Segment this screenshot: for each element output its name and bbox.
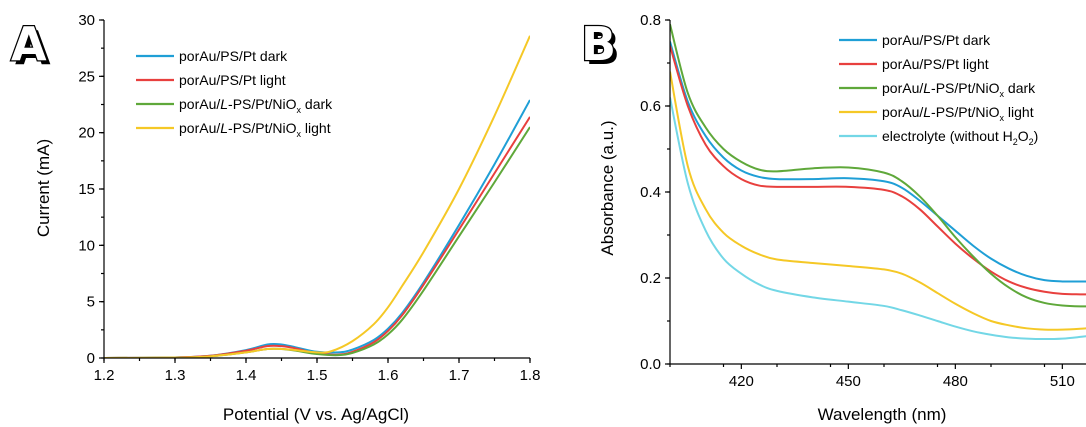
legend-label-part: electrolyte (without H [882,128,1013,144]
legend-label-3: porAu/L-PS/Pt/NiOx light [882,104,1034,123]
legend-label-part: -PS/Pt/NiO [228,96,297,112]
y-axis-title-a: Current (mA) [34,139,53,237]
legend-label-2: porAu/L-PS/Pt/NiOx dark [179,96,333,115]
plot-b: 420 450 480 510 0.0 0.2 0.4 0.6 0.8 porAu/PS/Pt d… [640,12,1086,390]
panel-b-label: B [581,17,616,71]
legend-label-1: porAu/PS/Pt light [179,72,286,88]
series-line-0 [670,41,1086,283]
x-tick-label: 510 [1050,373,1075,390]
legend-label-part: x [297,105,302,115]
series-line-4 [670,97,1086,341]
legend-label-part: porAu/ [179,48,220,64]
y-tick-label: 5 [87,294,95,311]
x-axis-title-a: Potential (V vs. Ag/AgCl) [223,405,409,424]
series-line-2 [104,126,530,358]
plot-a: 1.2 1.3 1.4 1.5 1.6 1.7 1.8 0 5 10 15 20 25 30 porAu/P… [78,12,540,384]
legend-label-part: light [1004,104,1034,120]
legend-label-part: x [1000,113,1005,123]
x-tick-label: 1.2 [94,367,115,384]
y-tick-label: 0.8 [640,12,661,29]
legend-label-part: ) [1034,128,1039,144]
legend-label-3: porAu/L-PS/Pt/NiOx light [179,120,331,139]
legend-label-part: L [923,104,931,120]
legend-label-part: PS/Pt dark [220,48,288,64]
legend-label-1: porAu/PS/Pt light [882,56,989,72]
y-tick-label: 30 [78,12,95,29]
legend-label-4: electrolyte (without H2O2) [882,128,1038,147]
legend-label-part: x [297,129,302,139]
y-tick-label: 15 [78,181,95,198]
y-axis-title-b: Absorbance (a.u.) [598,120,617,255]
x-axis-title-b: Wavelength (nm) [818,405,947,424]
series-line-3 [104,35,530,358]
legend-label-part: PS/Pt light [923,56,988,72]
legend-label-part: porAu/ [179,72,220,88]
x-tick-label: 1.8 [520,367,541,384]
series-line-1 [670,45,1086,296]
legend-label-part: 2 [1029,137,1034,147]
x-tick-label: 1.3 [165,367,186,384]
legend-label-part: porAu/ [882,32,923,48]
legend-label-0: porAu/PS/Pt dark [882,32,991,48]
x-tick-label: 1.7 [449,367,470,384]
legend-label-part: O [1018,128,1029,144]
y-tick-label: 0.6 [640,98,661,115]
panel-b: B B 420 450 480 510 0.0 0.2 0.4 0.6 0.8 porAu/PS/… [580,12,1086,424]
legend-label-part: -PS/Pt/NiO [931,80,1000,96]
legend-label-part: L [923,80,931,96]
legend-label-part: light [301,120,331,136]
panel-a-label-shadow: A [15,21,51,75]
y-tick-label: 0.4 [640,184,661,201]
y-tick-label: 0 [87,350,95,367]
legend-label-part: dark [1004,80,1036,96]
legend-label-2: porAu/L-PS/Pt/NiOx dark [882,80,1036,99]
legend-label-0: porAu/PS/Pt dark [179,48,288,64]
x-tick-label: 480 [943,373,968,390]
series-line-0 [104,99,530,358]
legend-label-part: porAu/ [882,104,923,120]
legend-label-part: PS/Pt light [220,72,285,88]
legend-label-part: x [1000,89,1005,99]
panel-b-label-shadow: B [585,21,620,75]
panel-a: A A 1.2 1.3 1.4 1.5 1.6 1.7 1.8 0 5 10 15 20 25 30 por… [10,12,541,424]
legend-label-part: porAu/ [179,120,220,136]
panel-a-label: A [11,17,47,71]
x-tick-label: 420 [729,373,754,390]
x-tick-label: 1.4 [236,367,257,384]
legend-label-part: porAu/ [882,56,923,72]
x-tick-label: 450 [836,373,861,390]
y-tick-label: 10 [78,237,95,254]
legend-label-part: L [220,120,228,136]
y-tick-label: 0.0 [640,356,661,373]
legend-label-part: -PS/Pt/NiO [228,120,297,136]
legend-label-part: L [220,96,228,112]
legend-label-part: porAu/ [882,80,923,96]
x-tick-label: 1.6 [378,367,399,384]
series-line-3 [670,71,1086,331]
series-line-1 [104,116,530,358]
y-tick-label: 0.2 [640,270,661,287]
legend-label-part: porAu/ [179,96,220,112]
y-tick-label: 25 [78,68,95,85]
legend-label-part: dark [301,96,333,112]
y-tick-label: 20 [78,125,95,142]
legend-label-part: -PS/Pt/NiO [931,104,1000,120]
legend-label-part: 2 [1013,137,1018,147]
legend-label-part: PS/Pt dark [923,32,991,48]
series-line-2 [670,24,1086,308]
x-tick-label: 1.5 [307,367,328,384]
